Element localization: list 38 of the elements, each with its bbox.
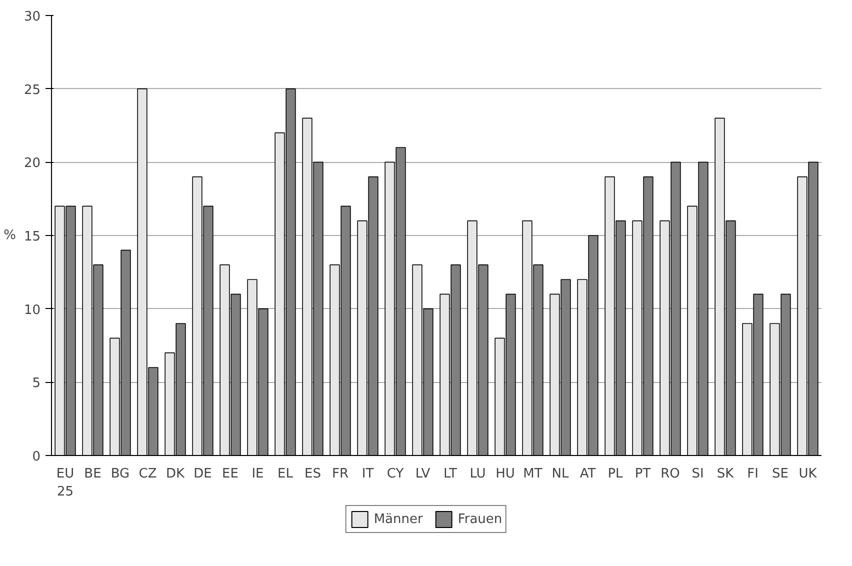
x-tick-label: SI [692,466,704,482]
y-tick-label: 20 [24,156,41,172]
x-tick-label: NL [552,466,570,482]
x-tick-label: RO [660,466,680,482]
x-tick-label: SE [772,466,788,482]
x-tick-label: CY [386,466,404,482]
x-tick-label: EL [278,466,294,482]
y-tick-label: 30 [24,10,41,24]
x-tick-label: AT [580,466,596,482]
x-tick-label: ES [304,466,321,482]
x-tick-label: HU [496,466,515,482]
y-tick-label: 5 [32,376,41,392]
y-axis-title: % [4,228,16,243]
x-tick-label: FI [747,466,758,482]
y-tick-label: 25 [24,82,41,98]
x-tick-label: LV [415,466,430,482]
x-tick-label: EE [222,466,238,482]
x-tick-label: DE [194,466,212,482]
x-tick-label: SK [716,466,734,482]
x-tick-label: UK [798,466,818,482]
legend-label: Männer [374,512,423,526]
x-tick-label: BE [84,466,102,482]
x-tick-label: FR [332,466,349,482]
x-tick-label: BG [110,466,130,482]
y-tick-label: 15 [24,230,41,244]
x-tick-label: DK [166,466,185,482]
x-tick-label: IE [252,466,264,482]
y-tick-label: 0 [32,450,41,464]
x-tick-label: MT [523,466,542,482]
x-tick-label: LU [470,466,486,482]
legend-label: Frauen [458,512,502,526]
x-tick-label: EU 25 [56,466,74,500]
x-tick-label: LT [444,466,458,482]
y-tick-label: 10 [24,302,41,318]
x-tick-label: IT [362,466,374,482]
x-tick-label: PL [608,466,624,482]
x-tick-label: PT [634,466,651,482]
x-tick-label: CZ [138,466,157,482]
